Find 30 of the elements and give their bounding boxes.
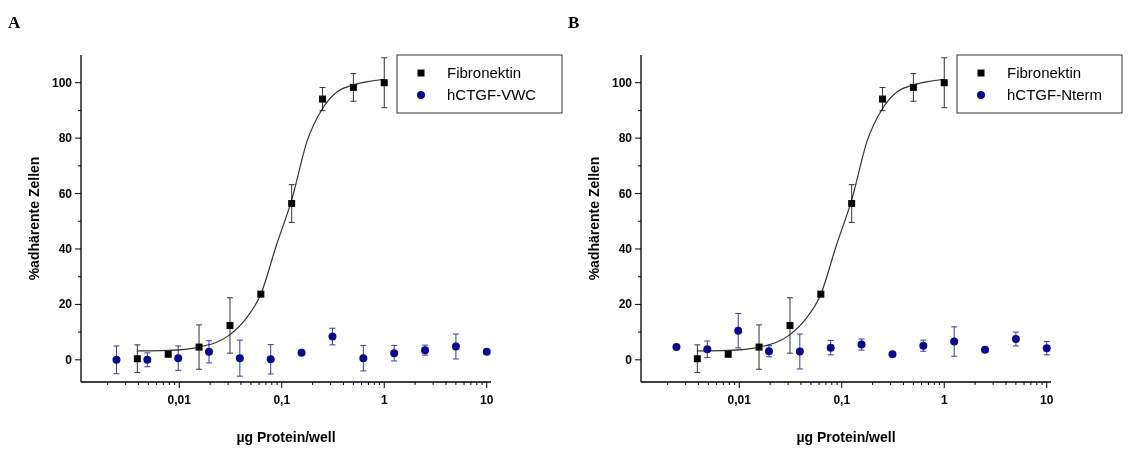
legend-label: Fibronektin	[1007, 64, 1082, 81]
y-tick-label: 80	[618, 131, 633, 146]
x-tick-label: 0,01	[727, 393, 752, 407]
y-tick-label: 0	[625, 352, 633, 367]
x-tick-label: 0,01	[167, 393, 192, 407]
y-tick-label: 60	[618, 186, 633, 201]
y-tick-label: 20	[58, 297, 73, 312]
legend-label: Fibronektin	[447, 64, 522, 81]
x-tick-label: 1	[380, 393, 388, 407]
y-tick-label: 0	[65, 352, 73, 367]
x-tick-label: 10	[480, 393, 494, 407]
legend-label: hCTGF-VWC	[447, 86, 537, 103]
y-tick-label: 80	[58, 131, 73, 146]
chart-title: A	[8, 13, 21, 32]
y-tick-label: 60	[58, 186, 73, 201]
x-tick-label: 0,1	[833, 393, 851, 407]
x-axis-title: µg Protein/well	[796, 429, 896, 445]
x-tick-label: 0,1	[273, 393, 291, 407]
legend-label: hCTGF-Nterm	[1007, 86, 1102, 103]
y-axis-title: %adhärente Zellen	[586, 156, 602, 281]
y-tick-label: 40	[58, 241, 73, 256]
y-tick-label: 100	[51, 75, 73, 90]
chart-title: B	[568, 13, 580, 32]
x-tick-label: 10	[1040, 393, 1054, 407]
y-axis-title: %adhärente Zellen	[26, 156, 42, 281]
x-tick-label: 1	[940, 393, 948, 407]
x-axis-title: µg Protein/well	[236, 429, 336, 445]
y-tick-label: 100	[611, 75, 633, 90]
y-tick-label: 40	[618, 241, 633, 256]
y-tick-label: 20	[618, 297, 633, 312]
